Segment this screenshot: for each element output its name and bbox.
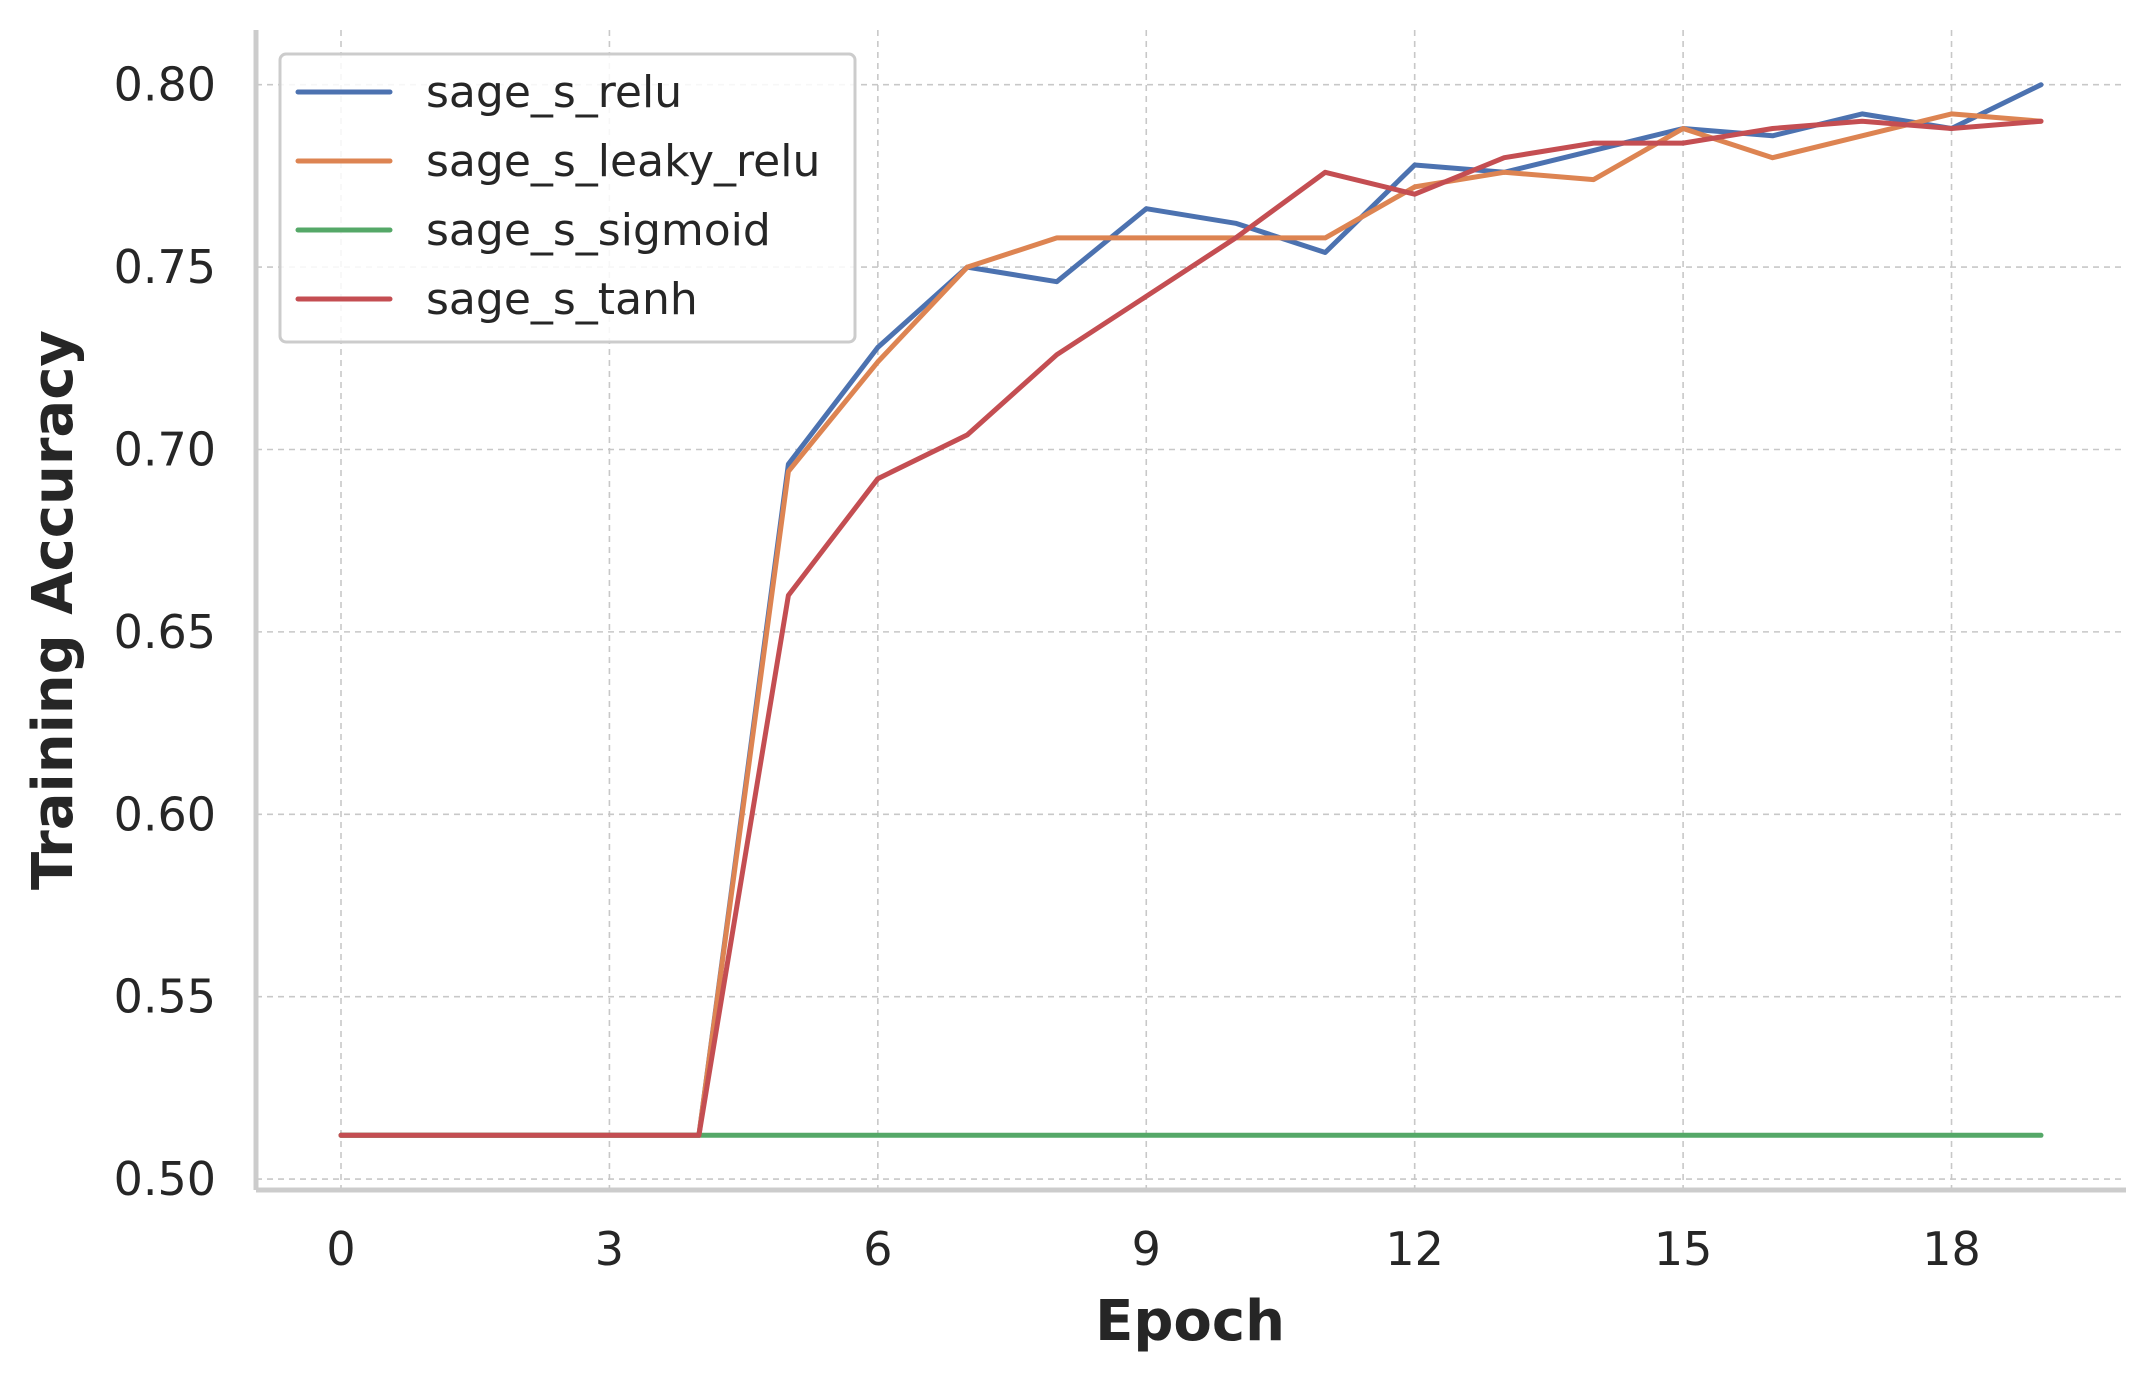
legend-label: sage_s_sigmoid — [426, 205, 771, 256]
y-tick-label: 0.75 — [114, 240, 216, 294]
y-tick-label: 0.50 — [114, 1152, 216, 1206]
y-tick-label: 0.65 — [114, 605, 216, 659]
x-tick-label: 9 — [1132, 1222, 1161, 1276]
x-tick-label: 12 — [1385, 1222, 1444, 1276]
y-axis-ticks: 0.50 0.55 0.60 0.65 0.70 0.75 0.80 — [114, 58, 216, 1206]
legend: sage_s_relu sage_s_leaky_relu sage_s_sigmo… — [278, 52, 857, 344]
y-tick-label: 0.80 — [114, 58, 216, 112]
x-axis-ticks: 0 3 6 9 12 15 18 — [326, 1222, 1980, 1276]
legend-label: sage_s_leaky_relu — [426, 136, 820, 187]
x-tick-label: 0 — [326, 1222, 355, 1276]
axes-spines — [253, 30, 2126, 1193]
y-tick-label: 0.70 — [114, 422, 216, 476]
x-tick-label: 3 — [595, 1222, 624, 1276]
series-line-sage-s-tanh — [338, 118, 2044, 1138]
x-tick-label: 6 — [863, 1222, 892, 1276]
y-tick-label: 0.55 — [114, 970, 216, 1024]
legend-label: sage_s_tanh — [426, 274, 698, 325]
legend-label: sage_s_relu — [426, 67, 682, 118]
y-axis-title: Training Accuracy — [21, 330, 86, 890]
x-tick-label: 18 — [1922, 1222, 1981, 1276]
y-tick-label: 0.60 — [114, 787, 216, 841]
x-axis-title: Epoch — [1095, 1289, 1285, 1354]
legend-box — [278, 52, 857, 344]
x-tick-label: 15 — [1654, 1222, 1713, 1276]
series-lines — [338, 82, 2044, 1138]
